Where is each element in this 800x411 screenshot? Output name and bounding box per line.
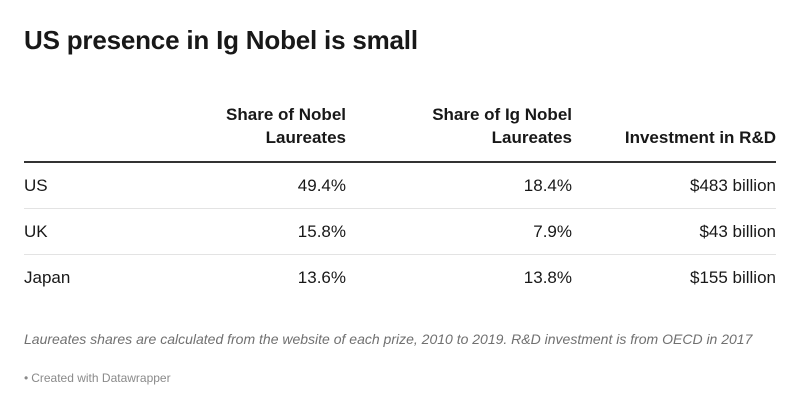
column-header-rd-investment[interactable]: Investment in R&D [572,103,776,163]
table-header-row: Share of Nobel Laureates Share of Ig Nob… [24,103,776,163]
chart-note: Laureates shares are calculated from the… [24,331,753,347]
cell-nobel-share: 15.8% [124,208,346,255]
column-header-nobel-share[interactable]: Share of Nobel Laureates [124,103,346,163]
cell-nobel-share: 13.6% [297,267,346,287]
table-row: Japan 13.6% 13.8% $155 billion [24,255,776,301]
cell-country: US [24,162,124,209]
header-line: Investment in R&D [624,128,776,147]
datawrapper-credit-link[interactable]: Created with Datawrapper [31,371,171,385]
header-line: Share of Ig Nobel [432,105,572,124]
data-table: Share of Nobel Laureates Share of Ig Nob… [24,103,776,300]
cell-country: UK [24,208,124,255]
header-line: Share of Nobel [226,105,346,124]
header-line: Laureates [491,128,572,147]
cell-rd-investment: $43 billion [572,208,776,255]
header-line: Laureates [265,128,346,147]
cell-nobel-share: 49.4% [124,162,346,209]
cell-country: Japan [24,267,71,287]
column-header-country[interactable] [24,103,124,163]
cell-ig-nobel-share: 7.9% [346,208,572,255]
chart-title: US presence in Ig Nobel is small [24,25,418,55]
cell-rd-investment: $155 billion [689,267,776,287]
bullet-icon: • [24,371,29,385]
cell-rd-investment: $483 billion [572,162,776,209]
cell-ig-nobel-share: 13.8% [523,267,572,287]
cell-ig-nobel-share: 18.4% [346,162,572,209]
table-row: US 49.4% 18.4% $483 billion [24,162,776,209]
table-row: UK 15.8% 7.9% $43 billion [24,208,776,255]
column-header-ig-nobel-share[interactable]: Share of Ig Nobel Laureates [346,103,572,163]
credit-line: • Created with Datawrapper [24,370,171,386]
